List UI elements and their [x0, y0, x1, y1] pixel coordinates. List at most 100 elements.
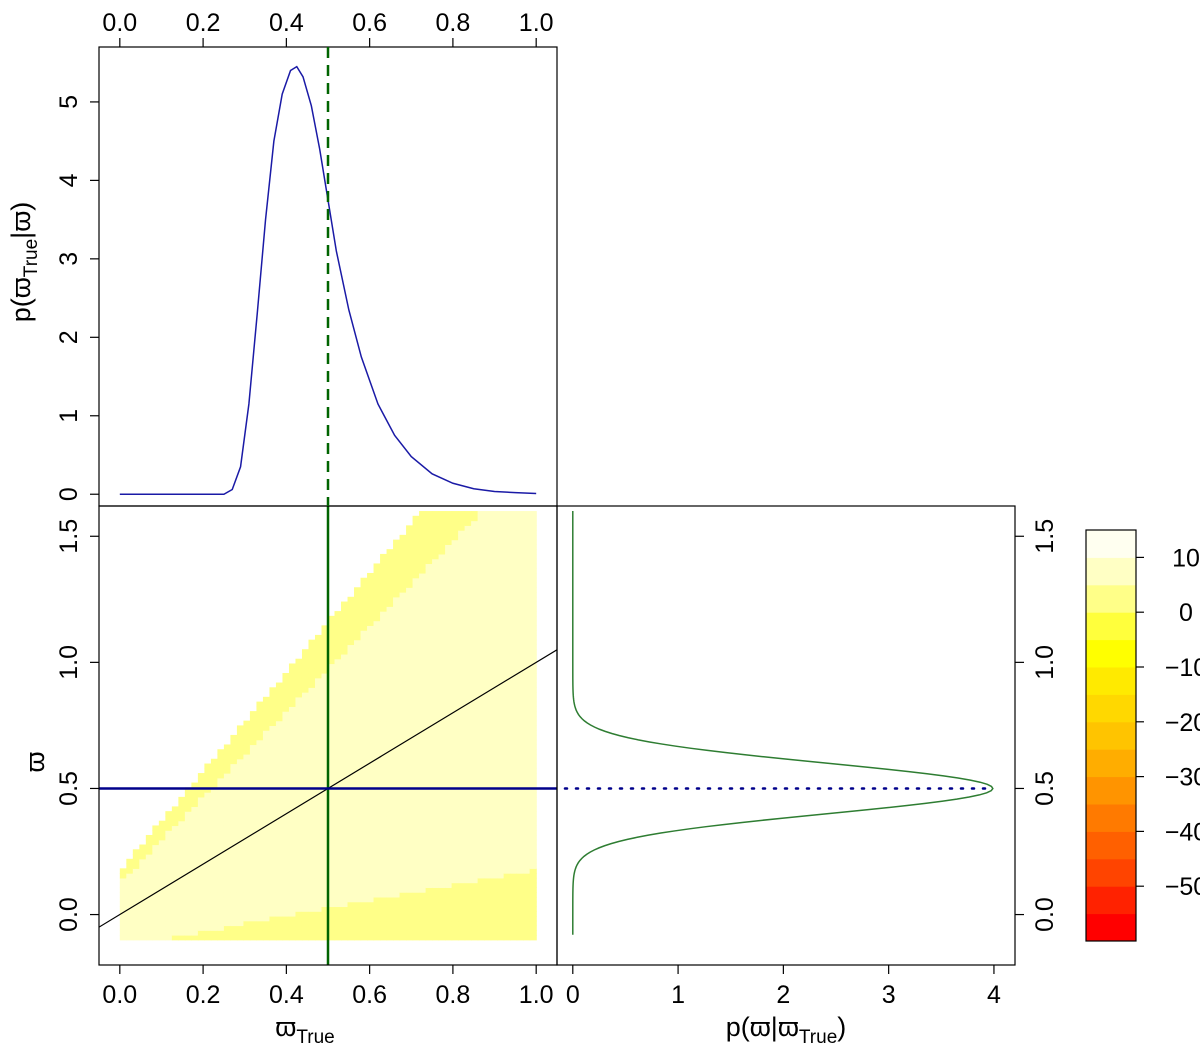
heatmap-cell — [223, 882, 232, 888]
heatmap-cell — [510, 696, 518, 703]
heatmap-cell — [412, 920, 420, 927]
heatmap-cell — [458, 601, 466, 607]
heatmap-cell — [399, 753, 407, 760]
heatmap-cell — [145, 858, 153, 865]
heatmap-cell — [321, 873, 329, 879]
heatmap-cell — [360, 658, 368, 665]
heatmap-cell — [438, 706, 446, 712]
heatmap-cell — [510, 844, 518, 850]
heatmap-cell — [288, 720, 297, 727]
colorbar-swatch — [1086, 694, 1136, 723]
heatmap-cell — [256, 839, 264, 846]
heatmap-cell — [419, 725, 427, 731]
heatmap-cell — [367, 820, 375, 827]
heatmap-cell — [445, 582, 453, 588]
heatmap-cell — [171, 896, 179, 903]
heatmap-cell — [217, 915, 225, 922]
heatmap-cell — [126, 911, 134, 917]
heatmap-cell — [204, 920, 212, 927]
heatmap-cell — [477, 892, 485, 898]
top-x-tick-label: 0.8 — [436, 9, 471, 37]
heatmap-cell — [217, 925, 225, 931]
heatmap-cell — [393, 796, 401, 803]
heatmap-cell — [380, 787, 388, 793]
heatmap-cell — [438, 682, 446, 688]
heatmap-cell — [354, 815, 362, 822]
heatmap-cell — [152, 906, 160, 912]
heatmap-cell — [458, 549, 466, 555]
heatmap-cell — [367, 830, 375, 836]
heatmap-cell — [360, 673, 368, 679]
heatmap-cell — [497, 711, 505, 717]
heatmap-cell — [406, 839, 414, 846]
heatmap-cell — [367, 739, 375, 746]
heatmap-cell — [314, 682, 323, 688]
heatmap-cell — [464, 815, 472, 822]
heatmap-cell — [503, 706, 511, 712]
heatmap-cell — [503, 711, 511, 717]
heatmap-cell — [321, 658, 329, 665]
heatmap-cell — [497, 739, 505, 746]
heatmap-cell — [308, 696, 316, 703]
heatmap-cell — [256, 911, 264, 917]
colorbar-swatch — [1086, 667, 1136, 695]
heatmap-cell — [477, 549, 485, 555]
heatmap-cell — [432, 534, 440, 541]
heatmap-cell — [451, 630, 459, 636]
heatmap-cell — [497, 868, 505, 874]
heatmap-cell — [425, 749, 433, 755]
heatmap-cell — [367, 930, 375, 936]
heatmap-cell — [360, 830, 368, 836]
heatmap-cell — [523, 777, 531, 784]
heatmap-cell — [471, 606, 479, 612]
heatmap-cell — [503, 830, 511, 836]
heatmap-cell — [373, 882, 381, 888]
heatmap-cell — [380, 673, 388, 679]
heatmap-cell — [341, 711, 349, 717]
heatmap-cell — [451, 896, 459, 903]
heatmap-cell — [510, 839, 518, 846]
heatmap-cell — [275, 806, 284, 812]
heatmap-cell — [347, 668, 355, 674]
heatmap-cell — [458, 877, 466, 884]
heatmap-cell — [367, 720, 375, 727]
heatmap-cell — [445, 630, 453, 636]
heatmap-cell — [373, 896, 381, 903]
heatmap-cell — [393, 687, 401, 693]
heatmap-cell — [438, 834, 446, 841]
heatmap-cell — [458, 673, 466, 679]
heatmap-cell — [464, 796, 472, 803]
heatmap-cell — [516, 544, 524, 550]
heatmap-cell — [328, 625, 336, 631]
heatmap-cell — [458, 925, 466, 931]
heatmap-cell — [503, 534, 511, 541]
heatmap-cell — [321, 849, 329, 855]
heatmap-cell — [256, 825, 264, 831]
heatmap-cell — [328, 720, 336, 727]
heatmap-cell — [152, 877, 160, 884]
heatmap-cell — [471, 673, 479, 679]
heatmap-cell — [419, 730, 427, 736]
heatmap-cell — [354, 782, 362, 788]
heatmap-cell — [314, 673, 323, 679]
heatmap-cell — [373, 787, 381, 793]
heatmap-cell — [367, 877, 375, 884]
heatmap-cell — [347, 749, 355, 755]
heatmap-cell — [152, 920, 160, 927]
heatmap-cell — [236, 854, 245, 860]
heatmap-cell — [119, 887, 127, 893]
heatmap-cell — [295, 915, 303, 922]
heatmap-cell — [132, 882, 140, 888]
heatmap-cell — [412, 611, 420, 617]
heatmap-cell — [490, 677, 498, 684]
heatmap-cell — [262, 920, 271, 927]
heatmap-cell — [412, 639, 420, 646]
heatmap-cell — [380, 615, 388, 622]
heatmap-cell — [445, 601, 453, 607]
heatmap-cell — [490, 749, 498, 755]
heatmap-cell — [510, 873, 518, 879]
heatmap-cell — [419, 720, 427, 727]
heatmap-cell — [451, 568, 459, 574]
heatmap-cell — [373, 615, 381, 622]
heatmap-cell — [152, 896, 160, 903]
